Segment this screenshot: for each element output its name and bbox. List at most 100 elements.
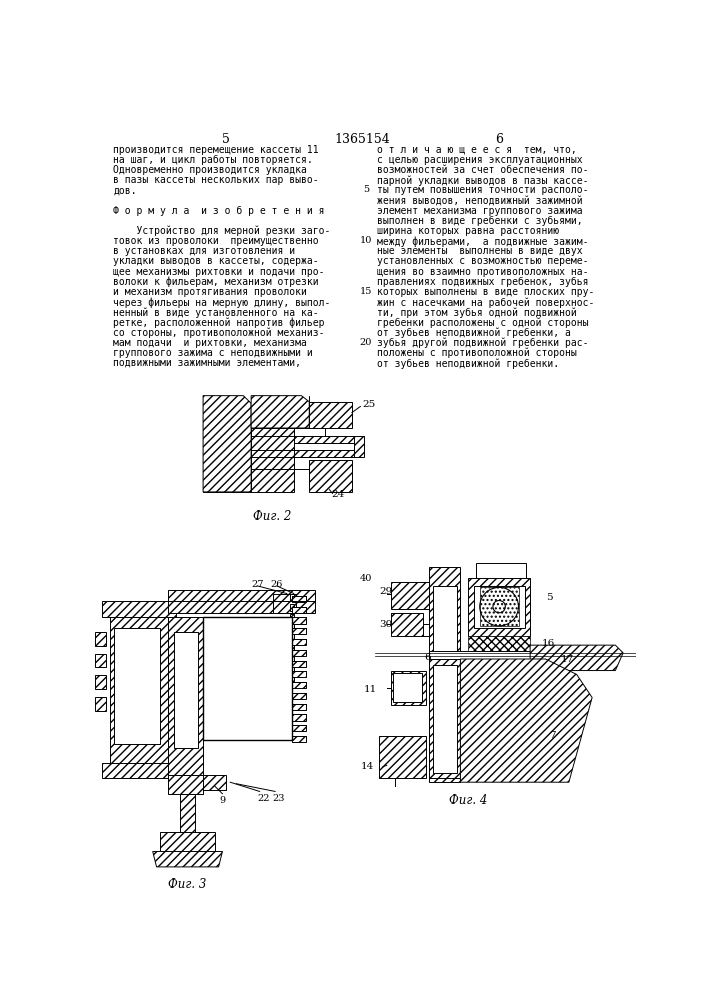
Bar bbox=[433, 665, 457, 773]
Bar bbox=[293, 450, 360, 457]
Text: 14: 14 bbox=[361, 762, 375, 771]
Bar bbox=[292, 607, 306, 613]
Polygon shape bbox=[460, 659, 592, 782]
Bar bbox=[354, 436, 363, 457]
Polygon shape bbox=[251, 396, 309, 428]
Text: Фиг. 3: Фиг. 3 bbox=[168, 878, 206, 891]
Bar bbox=[393, 673, 422, 702]
Bar bbox=[251, 428, 293, 492]
Bar bbox=[110, 613, 168, 763]
Text: в установках для изготовления и: в установках для изготовления и bbox=[113, 246, 296, 256]
Text: о т л и ч а ю щ е е с я  тем, что,: о т л и ч а ю щ е е с я тем, что, bbox=[378, 145, 577, 155]
Bar bbox=[290, 654, 293, 661]
Text: жения выводов, неподвижный зажимной: жения выводов, неподвижный зажимной bbox=[378, 195, 583, 205]
Bar bbox=[95, 697, 106, 711]
Polygon shape bbox=[251, 396, 309, 402]
Bar bbox=[160, 832, 215, 852]
Text: ные элементы  выполнены в виде двух: ные элементы выполнены в виде двух bbox=[378, 246, 583, 256]
Text: мам подачи  и рихтовки, механизма: мам подачи и рихтовки, механизма bbox=[113, 338, 307, 348]
Text: 15: 15 bbox=[360, 287, 372, 296]
Bar bbox=[290, 604, 293, 611]
Bar bbox=[476, 563, 526, 580]
Text: щения во взаимно противоположных на-: щения во взаимно противоположных на- bbox=[378, 267, 589, 277]
Text: ты путем повышения точности располо-: ты путем повышения точности располо- bbox=[378, 185, 589, 195]
Bar bbox=[292, 650, 306, 656]
Text: 26: 26 bbox=[271, 580, 283, 589]
Text: 24: 24 bbox=[331, 490, 344, 499]
Bar bbox=[290, 614, 293, 621]
Text: от зубьев неподвижной гребенки.: от зубьев неподвижной гребенки. bbox=[378, 358, 559, 369]
Text: Устройство для мерной резки заго-: Устройство для мерной резки заго- bbox=[113, 226, 331, 236]
Bar bbox=[180, 794, 195, 832]
Bar bbox=[290, 634, 293, 641]
Polygon shape bbox=[243, 396, 251, 407]
Text: 5: 5 bbox=[221, 133, 230, 146]
Bar bbox=[379, 736, 426, 778]
Text: производится перемещение кассеты 11: производится перемещение кассеты 11 bbox=[113, 145, 319, 155]
Text: правлениях подвижных гребенок, зубья: правлениях подвижных гребенок, зубья bbox=[378, 277, 589, 287]
Bar bbox=[293, 436, 360, 443]
Text: от зубьев неподвижной гребенки, а: от зубьев неподвижной гребенки, а bbox=[378, 328, 571, 338]
Text: элемент механизма группового зажима: элемент механизма группового зажима bbox=[378, 206, 583, 216]
Text: Фиг. 4: Фиг. 4 bbox=[449, 794, 487, 807]
Text: 20: 20 bbox=[360, 338, 372, 347]
Text: укладки выводов в кассеты, содержа-: укладки выводов в кассеты, содержа- bbox=[113, 256, 319, 266]
Bar bbox=[292, 628, 306, 634]
Bar bbox=[203, 774, 226, 790]
Text: 6: 6 bbox=[424, 653, 431, 662]
Bar bbox=[175, 632, 198, 748]
Text: гребенки расположены с одной стороны: гребенки расположены с одной стороны bbox=[378, 317, 589, 328]
Text: через фильеры на мерную длину, выпол-: через фильеры на мерную длину, выпол- bbox=[113, 297, 331, 308]
Bar bbox=[95, 632, 106, 646]
Text: на шаг, и цикл работы повторяется.: на шаг, и цикл работы повторяется. bbox=[113, 155, 313, 165]
Text: Фиг. 2: Фиг. 2 bbox=[253, 510, 291, 523]
Text: ретке, расположенной напротив фильер: ретке, расположенной напротив фильер bbox=[113, 317, 325, 328]
Bar bbox=[309, 460, 352, 492]
Bar bbox=[292, 714, 306, 721]
Bar bbox=[468, 636, 530, 653]
Text: волоки к фильерам, механизм отрезки: волоки к фильерам, механизм отрезки bbox=[113, 277, 319, 287]
Text: положены с противоположной стороны: положены с противоположной стороны bbox=[378, 348, 577, 358]
Bar bbox=[292, 725, 306, 731]
Text: 40: 40 bbox=[360, 574, 372, 583]
Bar bbox=[293, 443, 360, 450]
Text: выполнен в виде гребенки с зубьями,: выполнен в виде гребенки с зубьями, bbox=[378, 216, 583, 226]
Bar bbox=[474, 586, 525, 628]
Text: подвижными зажимными элементами,: подвижными зажимными элементами, bbox=[113, 358, 301, 368]
Text: возможностей за счет обеспечения по-: возможностей за счет обеспечения по- bbox=[378, 165, 589, 175]
Bar bbox=[273, 594, 296, 613]
Text: 1365154: 1365154 bbox=[334, 133, 390, 146]
Bar bbox=[292, 639, 306, 645]
Text: 5: 5 bbox=[546, 593, 552, 602]
Text: 7: 7 bbox=[549, 732, 556, 740]
Text: между фильерами,  а подвижные зажим-: между фильерами, а подвижные зажим- bbox=[378, 236, 589, 247]
Text: парной укладки выводов в пазы кассе-: парной укладки выводов в пазы кассе- bbox=[378, 175, 589, 186]
Text: 9: 9 bbox=[219, 796, 226, 805]
Bar bbox=[391, 671, 426, 705]
Bar bbox=[203, 396, 251, 492]
Text: 10: 10 bbox=[360, 236, 372, 245]
Polygon shape bbox=[530, 645, 623, 671]
Text: которых выполнены в виде плоских пру-: которых выполнены в виде плоских пру- bbox=[378, 287, 595, 297]
Bar bbox=[290, 644, 293, 651]
Text: ширина которых равна расстоянию: ширина которых равна расстоянию bbox=[378, 226, 559, 236]
Bar bbox=[391, 613, 423, 636]
Bar bbox=[292, 693, 306, 699]
Text: 16: 16 bbox=[542, 639, 555, 648]
Text: щее механизмы рихтовки и подачи про-: щее механизмы рихтовки и подачи про- bbox=[113, 267, 325, 277]
Bar bbox=[290, 594, 293, 601]
Text: 30: 30 bbox=[379, 620, 392, 629]
Text: группового зажима с неподвижными и: группового зажима с неподвижными и bbox=[113, 348, 313, 358]
Bar bbox=[309, 402, 352, 428]
Text: жин с насечками на рабочей поверхнос-: жин с насечками на рабочей поверхнос- bbox=[378, 297, 595, 308]
Polygon shape bbox=[203, 396, 251, 492]
Text: 23: 23 bbox=[273, 794, 286, 803]
Bar bbox=[293, 428, 325, 436]
Bar bbox=[292, 596, 306, 602]
Text: зубья другой подвижной гребенки рас-: зубья другой подвижной гребенки рас- bbox=[378, 338, 589, 348]
Text: с целью расширения эксплуатационных: с целью расширения эксплуатационных bbox=[378, 155, 583, 165]
Polygon shape bbox=[243, 396, 251, 407]
Bar bbox=[429, 567, 460, 782]
Text: 27: 27 bbox=[251, 580, 264, 589]
Bar bbox=[114, 628, 160, 744]
